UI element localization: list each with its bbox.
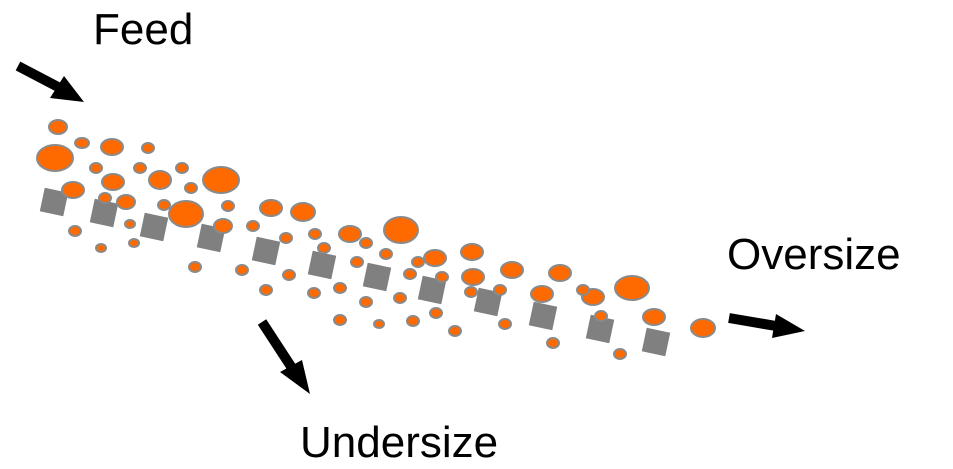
particle <box>202 166 240 194</box>
screen-square <box>362 262 392 292</box>
particle <box>61 181 85 199</box>
particle <box>98 192 112 204</box>
particle <box>500 261 524 279</box>
particle <box>403 268 417 280</box>
particle <box>350 256 364 268</box>
particle <box>48 119 68 135</box>
particle <box>642 308 666 326</box>
particle <box>429 307 443 319</box>
particle <box>359 296 373 308</box>
screen-squares <box>39 187 671 357</box>
particle <box>282 269 296 281</box>
particle <box>128 238 140 248</box>
particle <box>333 314 347 326</box>
feed-label: Feed <box>93 5 194 54</box>
particle <box>690 318 716 338</box>
screen-square <box>307 250 337 280</box>
screen-square <box>139 212 169 242</box>
particle <box>493 284 507 296</box>
particle <box>307 287 321 299</box>
particle <box>613 348 627 360</box>
oversize-label: Oversize <box>727 230 901 279</box>
particle <box>333 282 347 294</box>
particle <box>576 284 590 296</box>
feed-arrow <box>15 61 84 102</box>
screen-square <box>528 301 558 331</box>
particle <box>383 216 419 244</box>
particle <box>148 170 172 190</box>
screen-square <box>585 314 615 344</box>
particle <box>168 200 204 228</box>
particle <box>435 271 449 283</box>
particle <box>74 137 90 149</box>
screen-square <box>473 287 503 317</box>
particle <box>213 218 233 234</box>
oversize-arrow <box>728 313 805 338</box>
particle <box>235 264 249 276</box>
screen-square <box>641 327 671 357</box>
screen-square <box>89 198 119 228</box>
particle <box>259 199 283 217</box>
particle <box>116 194 136 210</box>
particle <box>188 261 202 273</box>
particles <box>36 119 716 360</box>
particle <box>373 319 385 329</box>
particle <box>279 232 293 244</box>
particle <box>124 219 136 229</box>
particle <box>594 310 608 322</box>
particle <box>133 162 147 174</box>
particle <box>100 138 124 156</box>
undersize-label: Undersize <box>300 418 499 467</box>
particle <box>546 337 560 349</box>
screen-square <box>39 187 69 217</box>
particle <box>246 220 260 232</box>
particle <box>101 173 125 191</box>
particle <box>393 292 407 304</box>
particle <box>464 286 478 298</box>
undersize-arrow <box>257 319 310 394</box>
particle <box>359 237 373 249</box>
particle <box>308 228 322 240</box>
particle <box>498 318 512 330</box>
particle <box>157 199 171 211</box>
screen-square <box>417 275 447 305</box>
screen-square <box>251 236 281 266</box>
particle <box>460 243 484 261</box>
particle <box>406 315 420 327</box>
particle <box>614 275 650 301</box>
particle <box>184 182 198 194</box>
particle <box>448 325 462 337</box>
particle <box>95 243 107 253</box>
particle <box>548 264 572 282</box>
particle <box>221 200 235 212</box>
particle <box>317 242 331 254</box>
particle <box>175 162 189 174</box>
particle <box>68 225 82 237</box>
particle <box>141 142 155 154</box>
particle <box>423 249 447 267</box>
particle <box>36 144 74 172</box>
particle <box>259 284 273 296</box>
particle <box>530 285 554 303</box>
particle <box>379 248 393 260</box>
particle <box>89 162 103 174</box>
particle <box>461 268 485 286</box>
particle <box>411 256 425 268</box>
particle <box>290 202 316 222</box>
particle <box>338 225 362 243</box>
